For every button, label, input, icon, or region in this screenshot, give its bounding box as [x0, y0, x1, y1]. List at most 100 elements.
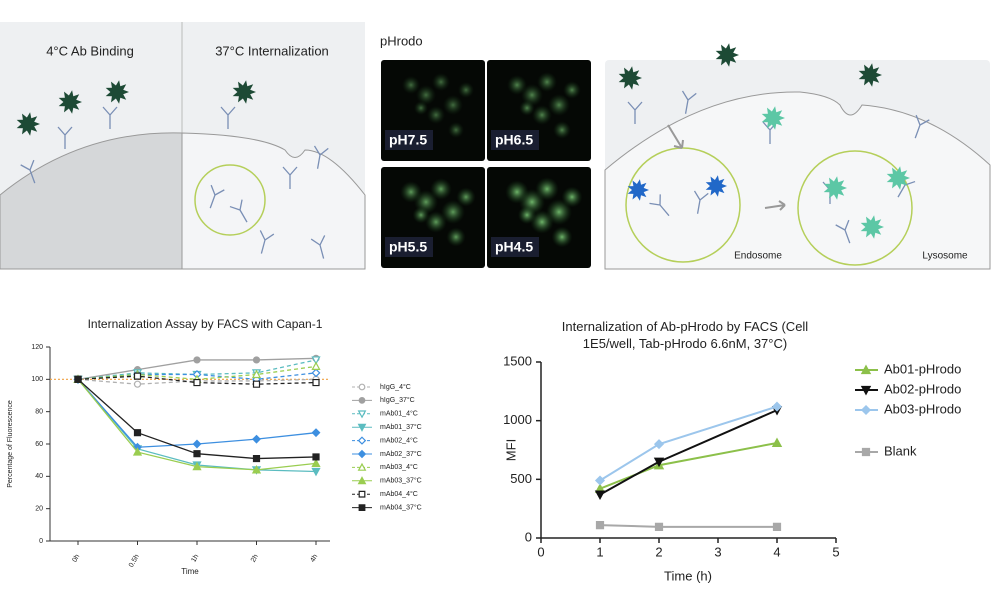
antibody-dye	[618, 66, 642, 90]
arrow	[764, 200, 786, 211]
cell-glow	[561, 186, 583, 208]
cell-glow	[458, 82, 474, 98]
cell-glow	[532, 105, 552, 125]
x-tick-label: 0.5h	[128, 553, 141, 568]
panel-label: pHrodo	[380, 33, 423, 48]
receptor	[627, 101, 643, 124]
data-point	[653, 439, 665, 450]
cell-glow	[517, 205, 537, 225]
cell-glow	[402, 76, 420, 94]
cell-glow	[551, 226, 573, 248]
data-point	[252, 434, 261, 444]
legend-label: Ab01-pHrodo	[884, 361, 961, 376]
label-bg	[385, 130, 433, 150]
y-tick-label: 60	[35, 441, 43, 448]
x-tick-label: 0	[537, 544, 544, 559]
receptor	[693, 190, 709, 214]
cell-glow	[563, 81, 581, 99]
receptor	[313, 145, 329, 169]
antibody-dye	[886, 166, 910, 190]
legend-marker	[860, 364, 872, 375]
y-tick-label: 40	[35, 473, 43, 480]
cell-glow	[432, 73, 450, 91]
cell-glow	[448, 122, 464, 138]
lysosome	[797, 150, 913, 266]
antibody-dye	[858, 63, 882, 87]
legend-marker	[357, 423, 367, 432]
cell-glow	[535, 177, 559, 201]
data-point	[311, 368, 321, 378]
receptor	[102, 106, 118, 129]
data-point	[193, 450, 201, 458]
legend-marker	[860, 404, 872, 416]
cell-glow	[414, 101, 428, 115]
antibody-dye	[16, 112, 40, 136]
legend-marker	[357, 462, 367, 471]
data-point	[595, 520, 605, 530]
cell-glow	[456, 187, 476, 207]
series-line	[599, 405, 778, 482]
data-point	[74, 375, 82, 383]
y-axis-label: Percentage of Fluorescence	[7, 400, 14, 488]
legend-marker	[358, 504, 366, 511]
receptor	[57, 126, 73, 149]
legend-label: Blank	[884, 443, 917, 458]
data-point	[193, 378, 201, 387]
data-point	[252, 380, 261, 388]
cell-glow	[530, 210, 554, 234]
data-point	[311, 458, 321, 467]
data-point	[251, 369, 262, 379]
y-tick-label: 500	[510, 471, 532, 486]
receptor	[310, 235, 326, 259]
x-tick-label: 3	[714, 544, 721, 559]
data-point	[133, 429, 142, 437]
data-point	[311, 428, 321, 438]
legend-marker	[357, 449, 367, 459]
antibody-dye	[105, 80, 129, 104]
legend-marker	[357, 476, 367, 485]
cell-glow	[507, 75, 527, 95]
data-point	[133, 372, 142, 380]
cell	[604, 91, 991, 270]
cell-glow	[548, 94, 570, 116]
data-point	[252, 454, 261, 463]
cell-glow	[412, 206, 430, 224]
label-bg	[491, 130, 539, 150]
receptor	[914, 114, 930, 139]
ph-label: pH7.5	[389, 132, 427, 148]
x-tick-label: 4	[773, 544, 780, 559]
endosome	[194, 164, 266, 236]
cell-glow	[425, 211, 447, 233]
cell-glow	[430, 178, 452, 200]
x-axis-label: Time (h)	[664, 568, 712, 583]
ph-label: pH5.5	[389, 239, 427, 255]
x-tick-label: 5	[832, 544, 839, 559]
cell-glow	[427, 106, 445, 124]
y-tick-label: 100	[31, 376, 43, 383]
antibody-dye	[860, 215, 884, 239]
data-point	[133, 380, 142, 388]
legend-marker	[860, 385, 872, 396]
data-point	[312, 378, 320, 387]
y-tick-label: 20	[35, 506, 43, 513]
x-tick-label: 1	[596, 544, 603, 559]
cell-glow	[443, 95, 463, 115]
data-point	[594, 475, 606, 486]
data-point	[771, 437, 783, 448]
antibody-dye	[761, 106, 785, 130]
x-tick-label: 4h	[309, 553, 319, 563]
legend-marker	[357, 436, 367, 445]
receptor	[282, 166, 298, 189]
data-point	[252, 356, 261, 364]
data-point	[654, 522, 664, 531]
data-point	[192, 439, 202, 449]
x-axis-label: Time	[181, 567, 199, 576]
legend-label: mAb02_4°C	[380, 436, 418, 444]
legend-marker	[861, 447, 871, 457]
x-tick-label: 0h	[71, 553, 81, 563]
organelle-label: Lysosome	[922, 251, 968, 262]
antibody-dye	[232, 80, 256, 104]
label-bg	[385, 237, 433, 257]
